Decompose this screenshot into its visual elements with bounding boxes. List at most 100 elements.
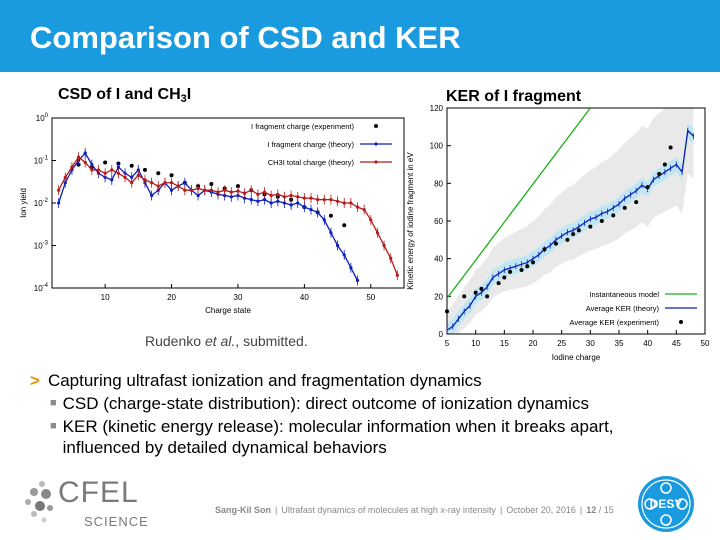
csd-series-point-2 [70, 165, 74, 169]
csd-series-point-2 [189, 188, 194, 192]
ker-experiment-point [525, 264, 530, 269]
csd-series-point-2 [316, 198, 320, 202]
ker-experiment-point [634, 200, 639, 205]
csd-y-tick-exp: -1 [43, 156, 49, 162]
csd-y-tick-label: 10-3 [34, 241, 49, 251]
csd-series-point-2 [96, 168, 101, 172]
bullet-sub-ker-text: KER (kinetic energy release): molecular … [62, 417, 614, 457]
ker-experiment-point [599, 219, 604, 223]
csd-x-tick-label: 10 [101, 293, 110, 302]
csd-series-point-1 [196, 193, 200, 198]
csd-x-tick-label: 40 [300, 293, 309, 302]
csd-series-point-2 [163, 181, 167, 185]
ker-experiment-point [553, 241, 558, 246]
desy-wordmark: DESY [650, 497, 683, 511]
csd-y-tick-label: 100 [36, 113, 49, 123]
csd-series-point-1 [322, 218, 326, 222]
citation-author: Rudenko [145, 333, 205, 349]
csd-series-point-2 [209, 188, 213, 192]
csd-title-end: I [186, 86, 192, 103]
bullet-sub-ker: ■ KER (kinetic energy release): molecula… [50, 416, 690, 458]
csd-series-point-2 [90, 168, 94, 172]
csd-series-point-1 [349, 266, 353, 270]
csd-series-point-1 [269, 201, 273, 205]
title-bar: Comparison of CSD and KER [0, 0, 720, 72]
ker-experiment-point [662, 162, 667, 167]
csd-series-point-2 [322, 198, 326, 202]
ker-y-tick-label: 80 [434, 179, 443, 188]
citation-etal: et al. [204, 333, 236, 349]
ker-legend-label: Average KER (theory) [586, 304, 660, 313]
csd-series-line-1 [58, 151, 359, 281]
bullet-arrow-icon: > [30, 371, 40, 390]
csd-series-point-1 [355, 278, 360, 283]
ker-x-tick-label: 10 [471, 339, 480, 348]
square-bullet-icon: ■ [50, 397, 57, 409]
csd-series-point-1 [110, 178, 114, 182]
csd-legend-marker [374, 142, 378, 146]
ker-y-tick-label: 120 [430, 104, 444, 113]
csd-series-point-1 [130, 175, 134, 180]
ker-experiment-point [462, 294, 467, 299]
csd-series-point-2 [183, 188, 187, 192]
csd-series-point-2 [76, 155, 81, 159]
csd-series-point-2 [349, 201, 353, 205]
csd-series-point-2 [116, 171, 121, 175]
csd-x-tick-label: 20 [167, 293, 176, 302]
ker-y-tick-label: 40 [434, 255, 443, 264]
cfel-molecule-icon [25, 481, 53, 523]
ker-experiment-point [588, 224, 593, 229]
csd-y-tick-label: 10-1 [34, 156, 49, 166]
csd-series-point-2 [156, 184, 160, 188]
ker-chart: 5 10 15 20 25 30 35 40 45 50 0 20 40 60 80 100 120 Iodine… [406, 104, 710, 362]
ker-x-tick-label: 35 [615, 339, 624, 348]
csd-series-point-2 [57, 188, 61, 192]
ker-experiment-point [519, 267, 524, 272]
ker-experiment-point [565, 237, 570, 242]
csd-series-point-2 [262, 190, 267, 194]
csd-y-tick-base: 10 [34, 157, 43, 166]
ker-x-tick-label: 40 [643, 339, 652, 348]
csd-y-tick-exp: -3 [43, 241, 49, 247]
ker-experiment-point [657, 171, 662, 176]
csd-series-point-2 [150, 181, 154, 185]
csd-series-point-1 [63, 181, 67, 185]
csd-series-point-1 [183, 181, 187, 185]
ker-y-tick-label: 0 [439, 330, 444, 339]
csd-legend-label: I fragment charge (theory) [267, 140, 354, 149]
ker-x-tick-label: 5 [445, 339, 450, 348]
csd-series-point-2 [63, 175, 67, 180]
footer: Sang-Kil Son | Ultrafast dynamics of molec… [215, 505, 614, 515]
csd-series-point-1 [329, 231, 333, 235]
csd-series-point-1 [57, 201, 61, 205]
csd-series-point-2 [229, 190, 233, 194]
csd-title-sub: 3 [180, 93, 187, 105]
csd-series-point-2 [296, 195, 300, 199]
ker-experiment-point [445, 309, 449, 314]
csd-series-point-2 [276, 192, 280, 196]
csd-series-point-2 [223, 188, 227, 192]
ker-experiment-point [645, 185, 650, 190]
csd-series-point-1 [262, 198, 267, 202]
ker-series-line-0 [447, 108, 591, 299]
csd-legend-marker [374, 124, 378, 128]
csd-series-line-2 [58, 156, 398, 276]
csd-x-axis-label: Charge state [205, 306, 251, 315]
ker-experiment-point [485, 294, 490, 299]
csd-series-point-1 [276, 199, 280, 203]
footer-date: October 20, 2016 [506, 505, 576, 515]
ker-legend-label: Average KER (experiment) [570, 318, 660, 327]
ker-series-line-1 [447, 129, 694, 331]
csd-series-point-2 [282, 195, 287, 199]
csd-series-point-2 [103, 171, 107, 175]
csd-y-tick-base: 10 [36, 114, 45, 123]
csd-series-point-2 [216, 190, 220, 194]
csd-series-point-2 [395, 273, 399, 277]
csd-series-point-2 [83, 160, 87, 165]
csd-y-tick-label: 10-4 [34, 283, 49, 293]
csd-series-point-1 [289, 203, 293, 207]
csd-series-point-2 [243, 191, 247, 195]
csd-series-point-2 [110, 168, 114, 172]
csd-series-point-1 [335, 243, 340, 248]
ker-x-axis-label: Iodine charge [552, 353, 601, 362]
